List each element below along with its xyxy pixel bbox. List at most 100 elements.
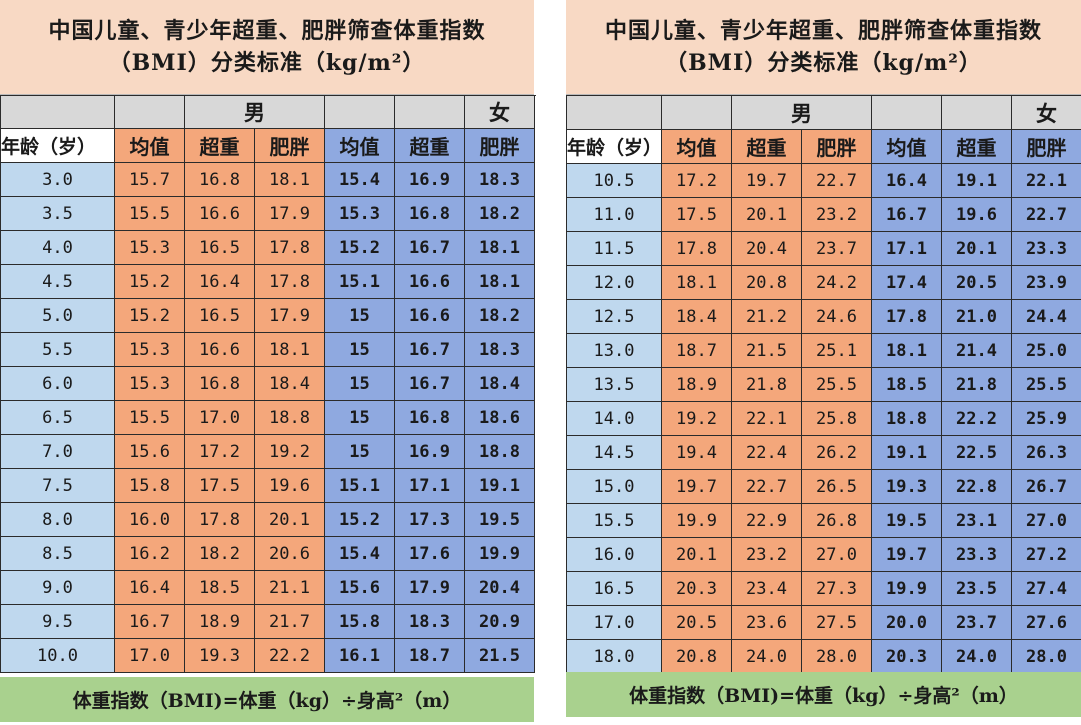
male-value-cell: 25.5 bbox=[801, 367, 872, 402]
bmi-formula-footer: 体重指数（BMI)=体重（kg）÷身高²（m） bbox=[0, 677, 534, 722]
female-value-cell: 18.5 bbox=[871, 367, 942, 402]
male-value-cell: 22.7 bbox=[731, 469, 802, 504]
male-value-cell: 17.8 bbox=[661, 231, 732, 266]
table-row: 13.5 18.9 21.8 25.5 18.5 21.8 25.5 bbox=[566, 367, 1081, 402]
female-value-cell: 16.6 bbox=[394, 264, 465, 299]
female-value-cell: 17.6 bbox=[394, 536, 465, 571]
table-row: 9.0 16.4 18.5 21.1 15.6 17.9 20.4 bbox=[0, 570, 535, 605]
male-value-cell: 20.6 bbox=[254, 536, 325, 571]
table-row: 15.0 19.7 22.7 26.5 19.3 22.8 26.7 bbox=[566, 469, 1081, 504]
column-header: 超重 bbox=[394, 128, 465, 163]
female-value-cell: 19.5 bbox=[871, 503, 942, 538]
female-value-cell: 25.5 bbox=[1011, 367, 1081, 402]
male-value-cell: 18.1 bbox=[254, 332, 325, 367]
column-header: 均值 bbox=[114, 128, 185, 163]
female-value-cell: 21.0 bbox=[941, 299, 1012, 334]
female-value-cell: 16.1 bbox=[324, 638, 395, 673]
age-cell: 18.0 bbox=[566, 639, 662, 674]
female-value-cell: 22.8 bbox=[941, 469, 1012, 504]
age-cell: 12.5 bbox=[566, 299, 662, 334]
table-row: 14.0 19.2 22.1 25.8 18.8 22.2 25.9 bbox=[566, 401, 1081, 436]
male-value-cell: 17.5 bbox=[661, 197, 732, 232]
female-value-cell: 15 bbox=[324, 366, 395, 401]
table-row: 9.5 16.7 18.9 21.7 15.8 18.3 20.9 bbox=[0, 604, 535, 639]
male-value-cell: 25.1 bbox=[801, 333, 872, 368]
female-value-cell: 18.2 bbox=[464, 298, 535, 333]
male-value-cell: 20.1 bbox=[661, 537, 732, 572]
male-value-cell: 20.4 bbox=[731, 231, 802, 266]
male-value-cell: 20.3 bbox=[661, 571, 732, 606]
female-value-cell: 17.1 bbox=[394, 468, 465, 503]
male-value-cell: 16.5 bbox=[184, 298, 255, 333]
male-value-cell: 18.9 bbox=[661, 367, 732, 402]
age-cell: 7.0 bbox=[0, 434, 115, 469]
male-value-cell: 20.5 bbox=[661, 605, 732, 640]
male-value-cell: 21.2 bbox=[731, 299, 802, 334]
table-row: 16.5 20.3 23.4 27.3 19.9 23.5 27.4 bbox=[566, 571, 1081, 606]
table-row: 3.5 15.5 16.6 17.9 15.3 16.8 18.2 bbox=[0, 196, 535, 231]
female-value-cell: 15.8 bbox=[324, 604, 395, 639]
female-value-cell: 19.6 bbox=[941, 197, 1012, 232]
bmi-table: 男女年龄（岁） 均值 超重 肥胖 均值 超重 肥胖 3.0 15.7 16.8 18.1 15.4 16… bbox=[0, 95, 535, 673]
male-value-cell: 27.0 bbox=[801, 537, 872, 572]
female-value-cell: 25.0 bbox=[1011, 333, 1081, 368]
title-line-2: （BMI）分类标准（kg/m²） bbox=[108, 50, 426, 76]
male-value-cell: 21.1 bbox=[254, 570, 325, 605]
group-header-blank bbox=[114, 95, 185, 129]
female-value-cell: 15 bbox=[324, 400, 395, 435]
male-value-cell: 18.2 bbox=[184, 536, 255, 571]
table-row: 17.0 20.5 23.6 27.5 20.0 23.7 27.6 bbox=[566, 605, 1081, 640]
group-header-blank bbox=[394, 95, 465, 129]
male-value-cell: 21.7 bbox=[254, 604, 325, 639]
table-row: 4.5 15.2 16.4 17.8 15.1 16.6 18.1 bbox=[0, 264, 535, 299]
female-value-cell: 18.8 bbox=[871, 401, 942, 436]
male-value-cell: 17.2 bbox=[184, 434, 255, 469]
male-value-cell: 20.8 bbox=[731, 265, 802, 300]
female-value-cell: 15.6 bbox=[324, 570, 395, 605]
female-value-cell: 23.5 bbox=[941, 571, 1012, 606]
female-value-cell: 20.9 bbox=[464, 604, 535, 639]
title-line-1: 中国儿童、青少年超重、肥胖筛查体重指数 bbox=[604, 18, 1042, 44]
male-value-cell: 17.8 bbox=[254, 264, 325, 299]
male-value-cell: 23.6 bbox=[731, 605, 802, 640]
female-value-cell: 20.4 bbox=[464, 570, 535, 605]
male-value-cell: 16.5 bbox=[184, 230, 255, 265]
male-value-cell: 23.2 bbox=[731, 537, 802, 572]
column-header: 超重 bbox=[184, 128, 255, 163]
female-value-cell: 16.8 bbox=[394, 400, 465, 435]
female-value-cell: 21.8 bbox=[941, 367, 1012, 402]
table-row: 7.0 15.6 17.2 19.2 15 16.9 18.8 bbox=[0, 434, 535, 469]
male-value-cell: 17.9 bbox=[254, 196, 325, 231]
age-cell: 17.0 bbox=[566, 605, 662, 640]
female-value-cell: 16.7 bbox=[871, 197, 942, 232]
female-value-cell: 24.4 bbox=[1011, 299, 1081, 334]
female-value-cell: 19.7 bbox=[871, 537, 942, 572]
male-value-cell: 23.7 bbox=[801, 231, 872, 266]
male-value-cell: 27.3 bbox=[801, 571, 872, 606]
female-value-cell: 16.4 bbox=[871, 163, 942, 198]
male-value-cell: 15.2 bbox=[114, 298, 185, 333]
age-cell: 14.0 bbox=[566, 401, 662, 436]
age-cell: 13.0 bbox=[566, 333, 662, 368]
table-body: 男女年龄（岁） 均值 超重 肥胖 均值 超重 肥胖 3.0 15.7 16.8 18.1 15.4 16… bbox=[0, 95, 535, 673]
female-value-cell: 24.0 bbox=[941, 639, 1012, 674]
male-value-cell: 18.4 bbox=[661, 299, 732, 334]
female-value-cell: 23.3 bbox=[1011, 231, 1081, 266]
group-header-blank bbox=[661, 95, 732, 130]
female-value-cell: 17.9 bbox=[394, 570, 465, 605]
female-value-cell: 15.2 bbox=[324, 230, 395, 265]
female-value-cell: 16.7 bbox=[394, 230, 465, 265]
panel-title: 中国儿童、青少年超重、肥胖筛查体重指数 （BMI）分类标准（kg/m²） bbox=[566, 0, 1081, 95]
age-cell: 4.5 bbox=[0, 264, 115, 299]
female-value-cell: 20.3 bbox=[871, 639, 942, 674]
male-value-cell: 21.5 bbox=[731, 333, 802, 368]
male-value-cell: 17.2 bbox=[661, 163, 732, 198]
column-header: 超重 bbox=[941, 129, 1012, 164]
age-cell: 9.5 bbox=[0, 604, 115, 639]
age-cell: 8.5 bbox=[0, 536, 115, 571]
age-cell: 15.5 bbox=[566, 503, 662, 538]
male-value-cell: 19.7 bbox=[661, 469, 732, 504]
male-value-cell: 17.8 bbox=[254, 230, 325, 265]
age-cell: 3.0 bbox=[0, 162, 115, 197]
male-value-cell: 16.6 bbox=[184, 196, 255, 231]
